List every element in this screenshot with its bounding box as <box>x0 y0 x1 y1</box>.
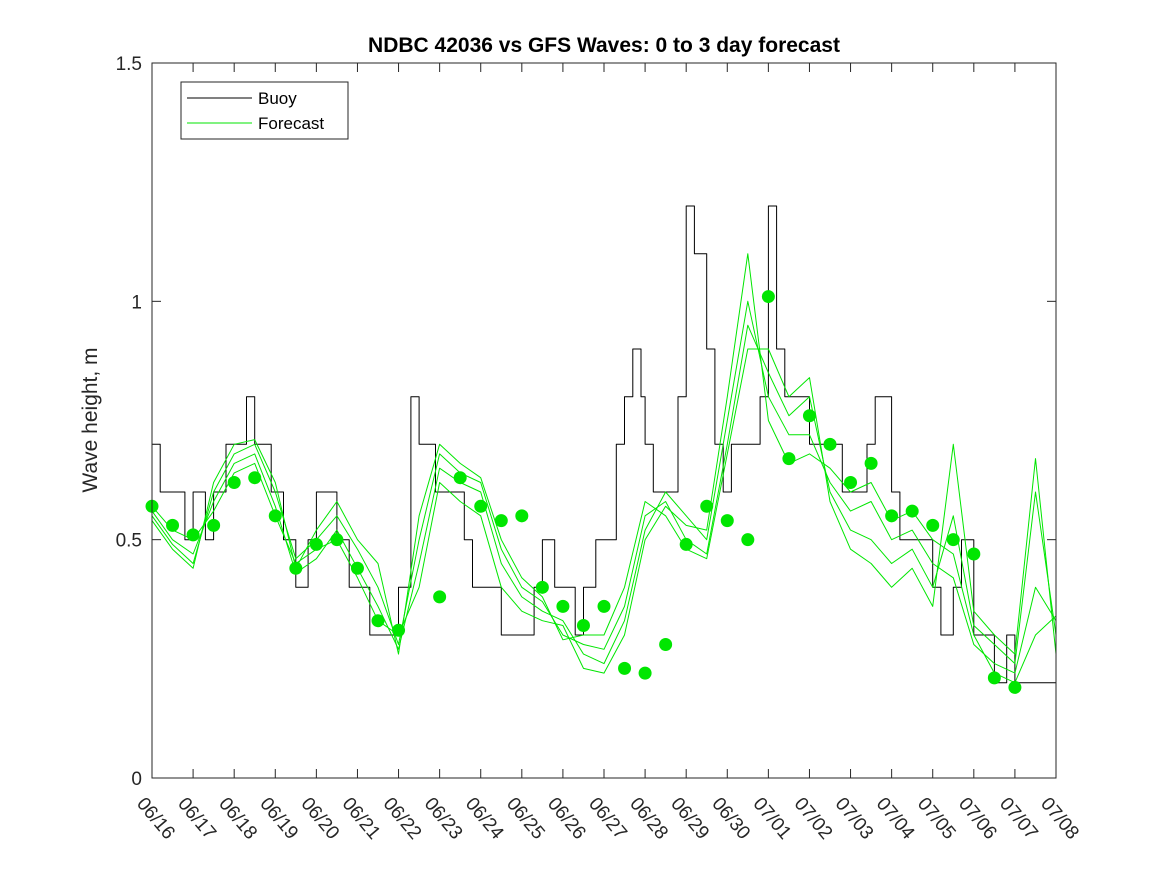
buoy-series-line <box>152 205 1056 684</box>
forecast-marker-33 <box>844 475 858 489</box>
forecast-series-line-2 <box>151 300 1057 674</box>
legend: Buoy Forecast <box>180 81 349 140</box>
forecast-marker-30 <box>782 452 796 466</box>
forecast-marker-5 <box>248 471 262 485</box>
forecast-marker-35 <box>885 509 899 523</box>
forecast-marker-10 <box>350 561 364 575</box>
forecast-marker-3 <box>207 518 221 532</box>
y-tick-label-2: 1 <box>131 292 142 313</box>
forecast-marker-11 <box>371 614 385 628</box>
forecast-marker-16 <box>494 514 508 528</box>
legend-label-buoy: Buoy <box>258 89 297 108</box>
forecast-marker-21 <box>597 599 611 613</box>
forecast-marker-32 <box>823 437 837 451</box>
forecast-marker-27 <box>720 514 734 528</box>
forecast-marker-1 <box>166 518 180 532</box>
y-tick-label-3: 1.5 <box>116 54 142 75</box>
forecast-marker-24 <box>659 638 673 652</box>
y-axis-label: Wave height, m <box>79 347 102 492</box>
forecast-marker-23 <box>638 666 652 680</box>
forecast-marker-9 <box>330 533 344 547</box>
forecast-marker-34 <box>864 456 878 470</box>
forecast-marker-37 <box>926 518 940 532</box>
legend-label-forecast: Forecast <box>258 114 324 133</box>
forecast-marker-36 <box>905 504 919 518</box>
forecast-marker-18 <box>535 580 549 594</box>
forecast-marker-39 <box>967 547 981 561</box>
forecast-marker-28 <box>741 533 755 547</box>
forecast-series-line-3 <box>151 324 1057 665</box>
forecast-marker-41 <box>1008 680 1022 694</box>
y-tick-label-0: 0 <box>131 769 142 790</box>
y-axis-ticks: 0 0.5 1 1.5 <box>116 54 1056 790</box>
forecast-marker-15 <box>474 499 488 513</box>
forecast-marker-14 <box>453 471 467 485</box>
forecast-marker-4 <box>227 475 241 489</box>
chart-title: NDBC 42036 vs GFS Waves: 0 to 3 day fore… <box>368 34 840 57</box>
forecast-series-line-1 <box>151 253 1057 684</box>
forecast-marker-40 <box>987 671 1001 685</box>
forecast-marker-12 <box>392 623 406 637</box>
forecast-marker-17 <box>515 509 529 523</box>
forecast-marker-8 <box>309 537 323 551</box>
forecast-marker-25 <box>679 537 693 551</box>
series-layer <box>151 205 1057 684</box>
forecast-marker-6 <box>268 509 282 523</box>
forecast-series-line-4 <box>151 348 1057 655</box>
plot-area <box>152 63 1056 778</box>
forecast-marker-13 <box>433 590 447 604</box>
y-tick-label-1: 0.5 <box>116 531 142 552</box>
legend-box <box>180 81 349 140</box>
forecast-marker-22 <box>618 661 632 675</box>
forecast-marker-7 <box>289 561 303 575</box>
forecast-marker-20 <box>576 618 590 632</box>
forecast-marker-29 <box>761 290 775 304</box>
forecast-marker-31 <box>802 409 816 423</box>
marker-layer <box>145 290 1022 694</box>
forecast-marker-26 <box>700 499 714 513</box>
forecast-marker-2 <box>186 528 200 542</box>
forecast-marker-38 <box>946 533 960 547</box>
forecast-marker-19 <box>556 599 570 613</box>
